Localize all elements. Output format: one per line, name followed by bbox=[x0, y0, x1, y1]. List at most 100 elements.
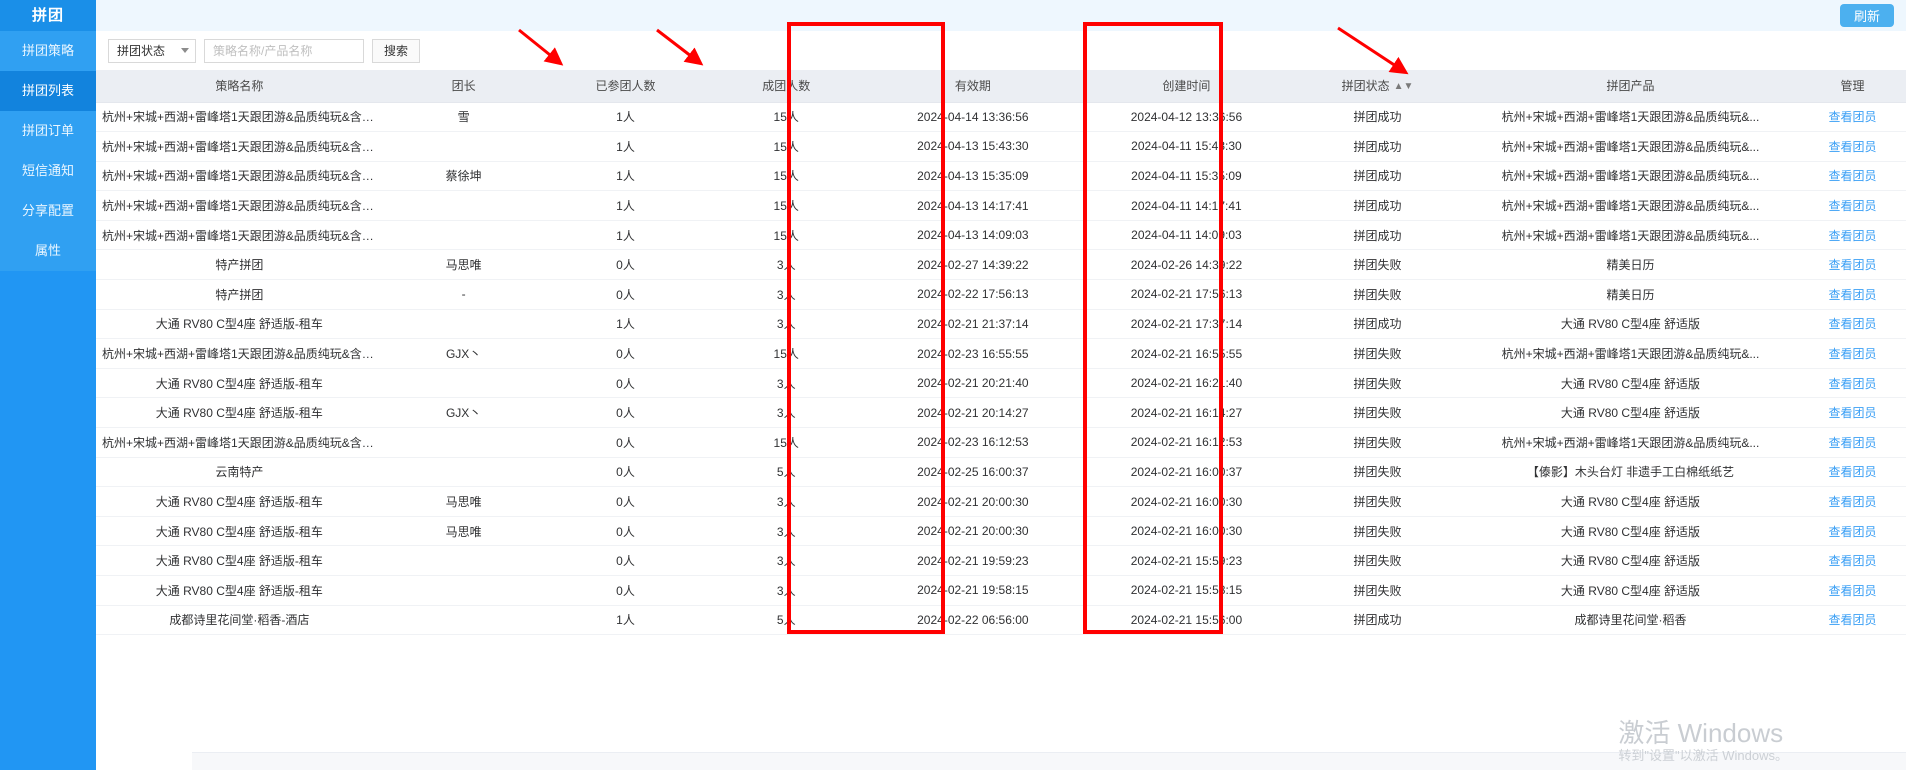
cell-created-time: 2024-02-21 17:37:14 bbox=[1079, 309, 1294, 340]
cell-leader: GJX丶 bbox=[382, 397, 545, 429]
cell-manage-link[interactable]: 查看团员 bbox=[1799, 486, 1906, 517]
cell-manage-link[interactable]: 查看团员 bbox=[1799, 279, 1906, 310]
cell-created-time: 2024-02-21 16:00:30 bbox=[1079, 516, 1294, 547]
cell-manage-link[interactable]: 查看团员 bbox=[1799, 220, 1906, 251]
column-header-joined-count[interactable]: 已参团人数 bbox=[544, 70, 707, 103]
table-row[interactable]: 杭州+宋城+西湖+雷峰塔1天跟团游&品质纯玩&含宋... 蔡徐坤 1人 15人 2024… bbox=[96, 161, 1906, 192]
cell-manage-link[interactable]: 查看团员 bbox=[1799, 545, 1906, 576]
sidebar-item-label: 属性 bbox=[34, 243, 61, 258]
table-row[interactable]: 杭州+宋城+西湖+雷峰塔1天跟团游&品质纯玩&含宋... 0人 15人 2024-02… bbox=[96, 427, 1906, 458]
cell-leader bbox=[382, 190, 545, 221]
cell-manage-link[interactable]: 查看团员 bbox=[1799, 605, 1906, 636]
cell-product: 精美日历 bbox=[1461, 279, 1800, 310]
table-row[interactable]: 杭州+宋城+西湖+雷峰塔1天跟团游&品质纯玩&含宋... 雪 1人 15人 2024-0… bbox=[96, 102, 1906, 133]
column-header-group-status[interactable]: 拼团状态 ▲▼ bbox=[1293, 70, 1462, 103]
table-row[interactable]: 成都诗里花间堂·稻香-酒店 1人 5人 2024-02-22 06:56:00 2024… bbox=[96, 605, 1906, 636]
cell-leader bbox=[382, 131, 545, 162]
sort-toggle-icon[interactable]: ▲▼ bbox=[1393, 81, 1414, 93]
cell-created-time: 2024-04-11 14:09:03 bbox=[1079, 220, 1294, 251]
cell-required-count: 5人 bbox=[706, 605, 867, 636]
cell-manage-link[interactable]: 查看团员 bbox=[1799, 397, 1906, 429]
cell-strategy-name: 特产拼团 bbox=[96, 279, 383, 310]
cell-strategy-name: 大通 RV80 C型4座 舒适版-租车 bbox=[96, 486, 383, 517]
cell-product: 杭州+宋城+西湖+雷峰塔1天跟团游&品质纯玩&... bbox=[1461, 190, 1800, 221]
column-header-leader[interactable]: 团长 bbox=[382, 70, 545, 103]
cell-manage-link[interactable]: 查看团员 bbox=[1799, 249, 1906, 281]
cell-group-status: 拼团成功 bbox=[1293, 131, 1462, 162]
table-row[interactable]: 杭州+宋城+西湖+雷峰塔1天跟团游&品质纯玩&含宋... GJX丶 0人 15人 202… bbox=[96, 338, 1906, 369]
cell-manage-link[interactable]: 查看团员 bbox=[1799, 368, 1906, 399]
refresh-button[interactable]: 刷新 bbox=[1839, 4, 1894, 27]
table-row[interactable]: 大通 RV80 C型4座 舒适版-租车 GJX丶 0人 3人 2024-02-21 20… bbox=[96, 397, 1906, 429]
column-header-created-time[interactable]: 创建时间 bbox=[1079, 70, 1294, 103]
keyword-search-input[interactable] bbox=[204, 38, 364, 63]
cell-product: 杭州+宋城+西湖+雷峰塔1天跟团游&品质纯玩&... bbox=[1461, 220, 1800, 251]
column-header-valid-period[interactable]: 有效期 bbox=[866, 70, 1080, 103]
cell-strategy-name: 杭州+宋城+西湖+雷峰塔1天跟团游&品质纯玩&含宋... bbox=[96, 427, 383, 458]
cell-strategy-name: 大通 RV80 C型4座 舒适版-租车 bbox=[96, 516, 383, 547]
chevron-down-icon bbox=[181, 48, 189, 53]
cell-manage-link[interactable]: 查看团员 bbox=[1799, 457, 1906, 488]
cell-product: 大通 RV80 C型4座 舒适版 bbox=[1461, 397, 1800, 429]
cell-group-status: 拼团失败 bbox=[1293, 338, 1462, 369]
sidebar-item-label: 短信通知 bbox=[21, 163, 74, 178]
cell-joined-count: 0人 bbox=[544, 249, 707, 281]
status-select[interactable]: 拼团状态 bbox=[108, 38, 196, 63]
cell-joined-count: 1人 bbox=[544, 131, 707, 162]
cell-leader: 雪 bbox=[382, 102, 545, 133]
sidebar-item-4[interactable]: 分享配置 bbox=[0, 191, 96, 231]
search-button[interactable]: 搜索 bbox=[372, 38, 421, 63]
cell-strategy-name: 大通 RV80 C型4座 舒适版-租车 bbox=[96, 575, 383, 606]
cell-group-status: 拼团失败 bbox=[1293, 397, 1462, 429]
cell-valid-period: 2024-02-21 20:21:40 bbox=[866, 368, 1080, 399]
cell-valid-period: 2024-02-21 20:14:27 bbox=[866, 397, 1080, 429]
table-row[interactable]: 大通 RV80 C型4座 舒适版-租车 马思唯 0人 3人 2024-02-21 20:… bbox=[96, 516, 1906, 547]
table-row[interactable]: 大通 RV80 C型4座 舒适版-租车 马思唯 0人 3人 2024-02-21 20:… bbox=[96, 486, 1906, 517]
cell-manage-link[interactable]: 查看团员 bbox=[1799, 575, 1906, 606]
table-row[interactable]: 大通 RV80 C型4座 舒适版-租车 0人 3人 2024-02-21 19:59:… bbox=[96, 545, 1906, 576]
cell-manage-link[interactable]: 查看团员 bbox=[1799, 131, 1906, 162]
column-header-manage[interactable]: 管理 bbox=[1799, 70, 1906, 103]
table-row[interactable]: 杭州+宋城+西湖+雷峰塔1天跟团游&品质纯玩&含宋... 1人 15人 2024-04… bbox=[96, 190, 1906, 221]
sidebar-item-2[interactable]: 拼团订单 bbox=[0, 111, 96, 151]
cell-strategy-name: 大通 RV80 C型4座 舒适版-租车 bbox=[96, 309, 383, 340]
sidebar-item-5[interactable]: 属性 bbox=[0, 231, 96, 271]
table-row[interactable]: 杭州+宋城+西湖+雷峰塔1天跟团游&品质纯玩&含宋... 1人 15人 2024-04… bbox=[96, 131, 1906, 162]
cell-leader bbox=[382, 427, 545, 458]
cell-group-status: 拼团成功 bbox=[1293, 190, 1462, 221]
cell-product: 大通 RV80 C型4座 舒适版 bbox=[1461, 516, 1800, 547]
cell-manage-link[interactable]: 查看团员 bbox=[1799, 190, 1906, 221]
cell-valid-period: 2024-02-21 21:37:14 bbox=[866, 309, 1080, 340]
table-row[interactable]: 大通 RV80 C型4座 舒适版-租车 1人 3人 2024-02-21 21:37:… bbox=[96, 309, 1906, 340]
cell-created-time: 2024-02-21 16:14:27 bbox=[1079, 397, 1294, 429]
table-row[interactable]: 大通 RV80 C型4座 舒适版-租车 0人 3人 2024-02-21 20:21:… bbox=[96, 368, 1906, 399]
cell-manage-link[interactable]: 查看团员 bbox=[1799, 338, 1906, 369]
cell-group-status: 拼团成功 bbox=[1293, 161, 1462, 192]
column-header-product[interactable]: 拼团产品 bbox=[1461, 70, 1800, 103]
cell-group-status: 拼团失败 bbox=[1293, 457, 1462, 488]
cell-manage-link[interactable]: 查看团员 bbox=[1799, 516, 1906, 547]
cell-manage-link[interactable]: 查看团员 bbox=[1799, 161, 1906, 192]
table-container[interactable]: 策略名称 团长 已参团人数 成团人数 有效期 创建时间 拼团状态 ▲▼ 拼团产品 … bbox=[96, 70, 1906, 770]
cell-group-status: 拼团失败 bbox=[1293, 516, 1462, 547]
cell-manage-link[interactable]: 查看团员 bbox=[1799, 309, 1906, 340]
table-row[interactable]: 云南特产 0人 5人 2024-02-25 16:00:37 2024-02-21 16… bbox=[96, 457, 1906, 488]
sidebar-item-0[interactable]: 拼团策略 bbox=[0, 31, 96, 71]
cell-manage-link[interactable]: 查看团员 bbox=[1799, 427, 1906, 458]
cell-required-count: 3人 bbox=[706, 279, 867, 310]
sidebar-item-label: 拼团列表 bbox=[21, 83, 74, 98]
cell-required-count: 3人 bbox=[706, 516, 867, 547]
table-row[interactable]: 特产拼团 -0人 3人 2024-02-22 17:56:13 2024-02-21 1… bbox=[96, 279, 1906, 310]
cell-joined-count: 0人 bbox=[544, 545, 707, 576]
table-row[interactable]: 杭州+宋城+西湖+雷峰塔1天跟团游&品质纯玩&含宋... 1人 15人 2024-04… bbox=[96, 220, 1906, 251]
sidebar-item-3[interactable]: 短信通知 bbox=[0, 151, 96, 191]
cell-required-count: 3人 bbox=[706, 486, 867, 517]
cell-manage-link[interactable]: 查看团员 bbox=[1799, 102, 1906, 133]
sidebar-item-1[interactable]: 拼团列表 bbox=[0, 71, 96, 111]
column-header-group-status-label: 拼团状态 bbox=[1341, 79, 1390, 94]
table-row[interactable]: 特产拼团 马思唯 0人 3人 2024-02-27 14:39:22 2024-02-26… bbox=[96, 249, 1906, 281]
cell-created-time: 2024-02-21 16:00:37 bbox=[1079, 457, 1294, 488]
table-row[interactable]: 大通 RV80 C型4座 舒适版-租车 0人 3人 2024-02-21 19:58:… bbox=[96, 575, 1906, 606]
column-header-required-count[interactable]: 成团人数 bbox=[706, 70, 867, 103]
column-header-strategy-name[interactable]: 策略名称 bbox=[96, 70, 383, 103]
